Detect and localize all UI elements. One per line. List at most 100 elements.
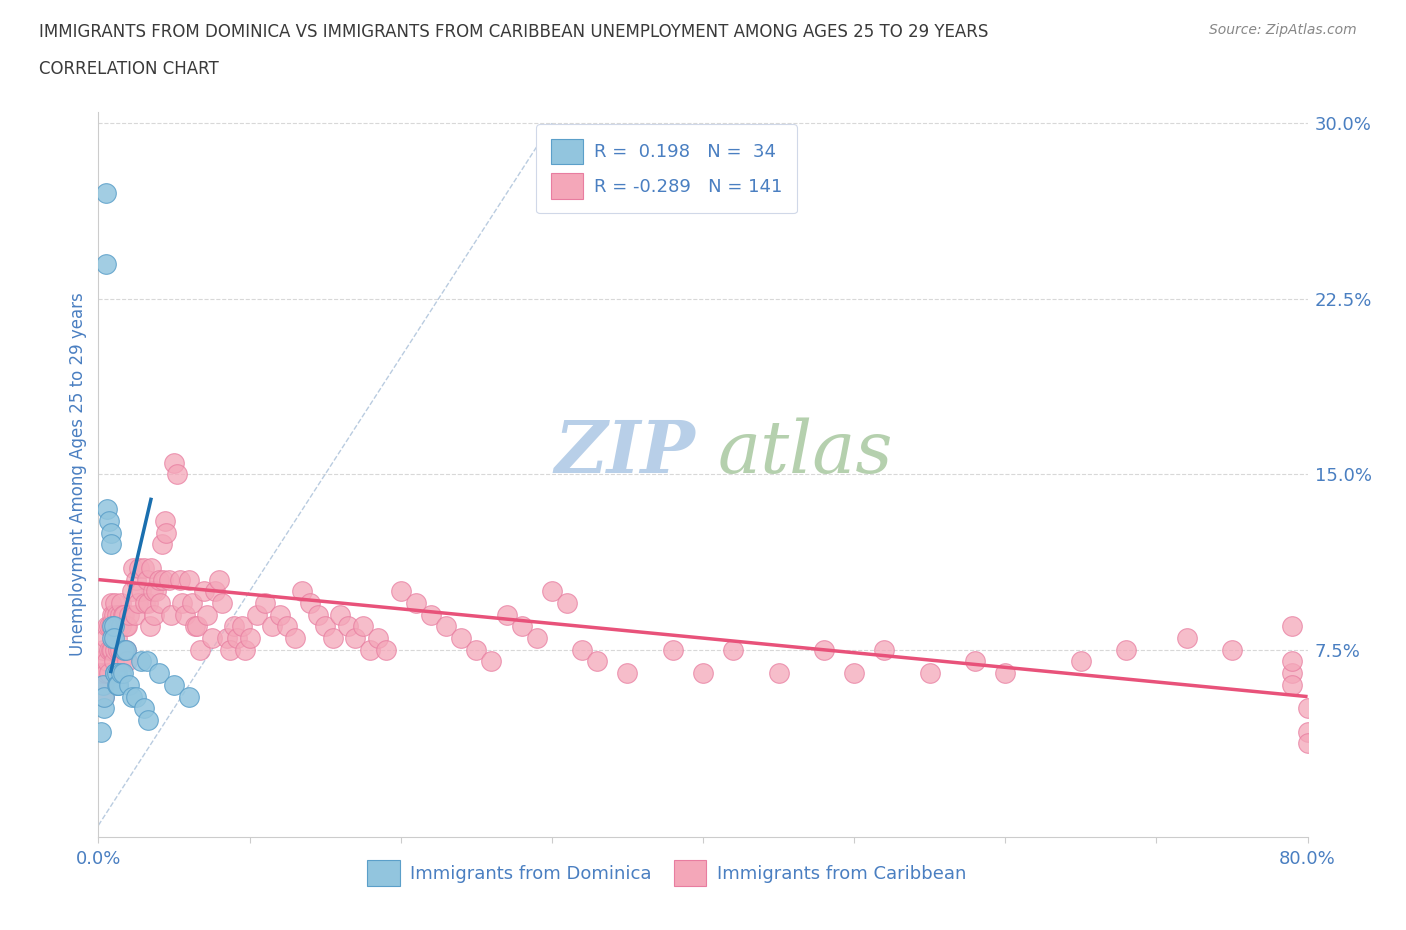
- Point: [103, 619, 125, 634]
- Point: [1296, 724, 1319, 739]
- Point: [571, 643, 593, 658]
- Point: [94, 666, 117, 681]
- Point: [104, 595, 127, 610]
- Point: [555, 595, 578, 610]
- Point: [152, 572, 174, 587]
- Point: [128, 561, 150, 576]
- Point: [110, 654, 132, 669]
- Point: [139, 619, 162, 634]
- Point: [231, 619, 253, 634]
- Point: [226, 631, 249, 645]
- Point: [118, 677, 141, 692]
- Point: [90, 724, 112, 739]
- Point: [142, 584, 165, 599]
- Point: [112, 643, 135, 658]
- Point: [201, 631, 224, 645]
- Point: [108, 643, 131, 658]
- Point: [100, 619, 122, 634]
- Point: [148, 572, 170, 587]
- Point: [586, 654, 609, 669]
- Point: [179, 689, 201, 704]
- Point: [813, 643, 835, 658]
- Point: [692, 666, 714, 681]
- Point: [510, 619, 533, 634]
- Point: [100, 537, 122, 551]
- Point: [129, 654, 152, 669]
- Point: [405, 595, 427, 610]
- Point: [124, 607, 146, 622]
- Point: [246, 607, 269, 622]
- Point: [101, 631, 124, 645]
- Point: [159, 572, 181, 587]
- Point: [994, 666, 1017, 681]
- Text: CORRELATION CHART: CORRELATION CHART: [39, 60, 219, 78]
- Point: [125, 689, 148, 704]
- Point: [1175, 631, 1198, 645]
- Point: [184, 619, 207, 634]
- Point: [344, 631, 367, 645]
- Point: [107, 677, 129, 692]
- Point: [121, 689, 143, 704]
- Point: [239, 631, 262, 645]
- Point: [1281, 619, 1303, 634]
- Point: [114, 643, 136, 658]
- Point: [127, 595, 149, 610]
- Point: [329, 607, 352, 622]
- Point: [233, 643, 256, 658]
- Point: [135, 572, 157, 587]
- Point: [100, 525, 122, 540]
- Point: [307, 607, 329, 622]
- Point: [145, 584, 167, 599]
- Point: [110, 666, 132, 681]
- Point: [98, 513, 121, 528]
- Point: [193, 584, 215, 599]
- Point: [1281, 677, 1303, 692]
- Point: [105, 607, 128, 622]
- Point: [115, 619, 138, 634]
- Point: [96, 654, 118, 669]
- Point: [163, 455, 186, 470]
- Point: [94, 186, 117, 201]
- Point: [132, 701, 155, 716]
- Point: [224, 619, 246, 634]
- Point: [93, 677, 115, 692]
- Point: [465, 643, 488, 658]
- Point: [89, 654, 111, 669]
- Point: [367, 631, 389, 645]
- Point: [160, 607, 183, 622]
- Point: [155, 525, 177, 540]
- Point: [115, 654, 138, 669]
- Point: [873, 643, 896, 658]
- Point: [262, 619, 284, 634]
- Point: [153, 513, 176, 528]
- Point: [540, 584, 562, 599]
- Point: [112, 607, 135, 622]
- Point: [163, 677, 186, 692]
- Point: [526, 631, 548, 645]
- Point: [1281, 654, 1303, 669]
- Point: [208, 572, 231, 587]
- Point: [1115, 643, 1137, 658]
- Point: [450, 631, 472, 645]
- Point: [253, 595, 276, 610]
- Point: [96, 619, 118, 634]
- Point: [143, 607, 166, 622]
- Point: [101, 643, 124, 658]
- Point: [322, 631, 344, 645]
- Point: [188, 643, 211, 658]
- Point: [352, 619, 374, 634]
- Point: [93, 689, 115, 704]
- Point: [110, 619, 132, 634]
- Point: [269, 607, 291, 622]
- Point: [91, 643, 114, 658]
- Point: [219, 643, 242, 658]
- Point: [495, 607, 517, 622]
- Point: [149, 595, 172, 610]
- Point: [844, 666, 866, 681]
- Point: [111, 607, 134, 622]
- Point: [91, 677, 114, 692]
- Point: [204, 584, 226, 599]
- Point: [121, 584, 143, 599]
- Point: [195, 607, 218, 622]
- Point: [284, 631, 307, 645]
